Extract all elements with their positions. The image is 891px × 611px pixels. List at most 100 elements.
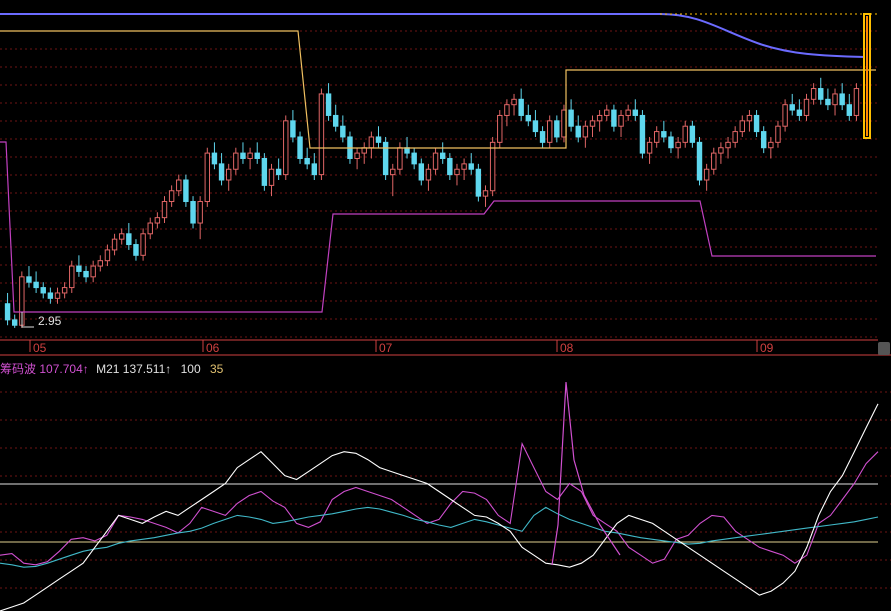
white-indicator-line <box>0 403 879 611</box>
candle-body <box>254 152 260 159</box>
candle-body <box>126 233 132 246</box>
support-line <box>0 141 876 313</box>
candle-body <box>225 168 232 181</box>
candle-body <box>247 152 253 159</box>
candle-body <box>525 114 532 122</box>
level-1-label: 100 <box>180 362 201 376</box>
candle-body <box>147 222 153 235</box>
candle-body <box>240 152 246 159</box>
candle-body <box>554 120 560 138</box>
candle-body <box>332 114 339 127</box>
m21-value: 137.511↑ <box>122 362 172 376</box>
candle-body <box>711 152 717 170</box>
candle-body <box>661 131 667 138</box>
candle-body <box>718 147 724 154</box>
candle-body <box>140 233 146 256</box>
candle-body <box>354 152 360 159</box>
m21-line <box>0 506 879 568</box>
x-tick-label: 08 <box>560 341 574 355</box>
candle-body <box>26 276 32 283</box>
candle-body <box>782 104 788 127</box>
candle-body <box>668 136 674 149</box>
candle-body <box>653 131 660 143</box>
candle-body <box>382 141 389 176</box>
candle-body <box>846 104 853 116</box>
candle-body <box>204 152 211 203</box>
candle-body <box>61 287 68 294</box>
m21-label: M21 <box>96 362 120 376</box>
candle-body <box>482 190 489 197</box>
x-tick-label: 05 <box>33 341 47 355</box>
candle-body <box>789 104 795 111</box>
candle-body <box>233 152 239 170</box>
candle-body <box>311 163 318 176</box>
low-price-label: 2.95 <box>38 314 62 328</box>
candle-body <box>418 163 425 181</box>
candle-body <box>76 265 82 272</box>
signal-bar <box>863 13 871 139</box>
candle-body <box>596 114 603 122</box>
candle-body <box>83 270 89 278</box>
candle-body <box>261 157 268 186</box>
candle-body <box>218 163 225 181</box>
candle-body <box>539 131 546 143</box>
candle-body <box>432 152 439 170</box>
candle-body <box>746 114 753 122</box>
indicator-value: 107.704↑ <box>39 362 89 376</box>
candle-body <box>447 157 453 176</box>
candle-body <box>368 136 375 149</box>
candle-body <box>133 244 139 256</box>
candle-body <box>832 93 838 106</box>
candle-body <box>632 109 639 116</box>
candle-body <box>97 260 104 267</box>
candle-body <box>340 125 346 138</box>
candle-body <box>468 163 474 170</box>
candle-body <box>318 93 325 176</box>
signal-bar-fill <box>866 16 868 136</box>
scroll-handle[interactable] <box>878 342 890 355</box>
candle-body <box>111 238 118 251</box>
low-marker-line <box>21 312 34 328</box>
candle-body <box>33 281 39 289</box>
candle-body <box>397 147 403 170</box>
candle-body <box>297 136 303 159</box>
candle-body <box>461 163 467 170</box>
candle-body <box>839 93 845 106</box>
candle-body <box>575 125 581 138</box>
candle-body <box>675 141 681 149</box>
candle-body <box>411 152 417 165</box>
candle-body <box>682 125 688 143</box>
candle-body <box>168 190 175 203</box>
candle-body <box>546 120 553 143</box>
x-tick-label: 09 <box>760 341 774 355</box>
x-tick-label: 07 <box>379 341 393 355</box>
resistance-line <box>0 30 876 149</box>
candle-body <box>183 179 189 203</box>
candle-body <box>703 168 710 181</box>
candle-body <box>475 168 482 197</box>
candle-body <box>689 125 696 143</box>
candle-body <box>190 201 196 224</box>
candle-body <box>268 168 275 186</box>
candle-body <box>104 249 111 262</box>
candle-body <box>589 120 596 127</box>
candle-body <box>803 98 810 116</box>
candle-body <box>497 114 503 143</box>
candle-body <box>568 109 574 127</box>
indicator-header: 筹码波 107.704↑ M21 137.511↑ 100 35 <box>0 360 223 377</box>
candle-body <box>283 120 289 176</box>
candle-body <box>54 292 61 299</box>
candle-body <box>618 114 624 127</box>
candle-body <box>90 265 96 278</box>
candle-body <box>118 233 125 240</box>
candle-body <box>853 88 860 116</box>
candle-body <box>582 125 589 138</box>
candle-body <box>639 114 646 154</box>
candle-body <box>390 168 396 176</box>
candle-body <box>439 152 446 159</box>
candle-body <box>454 168 460 176</box>
candle-body <box>504 104 510 116</box>
candle-body <box>825 98 831 106</box>
